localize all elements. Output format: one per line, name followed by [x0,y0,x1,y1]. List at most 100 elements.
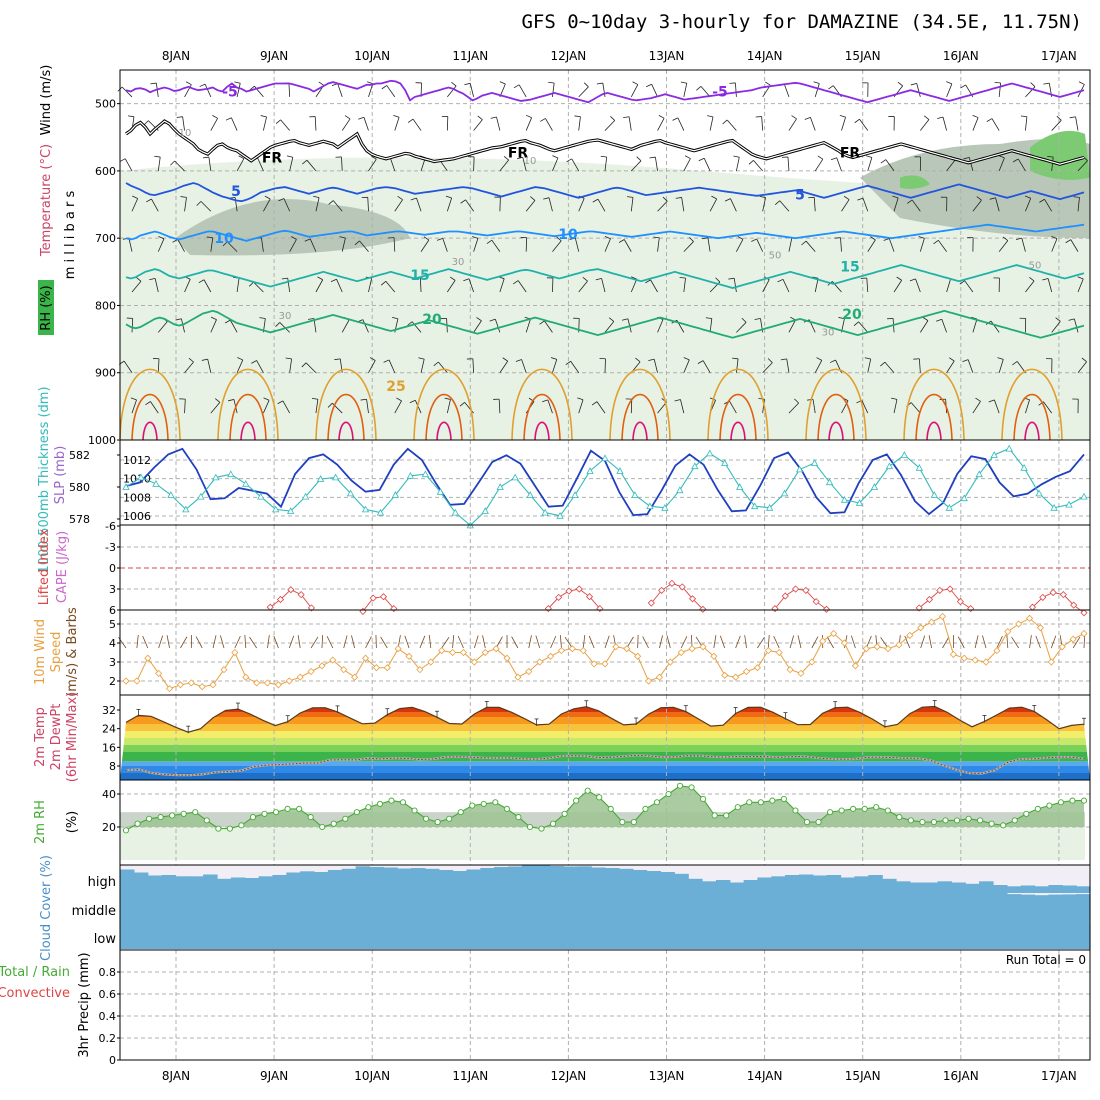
wind-barb [289,358,293,373]
wind-speed-point [231,648,239,657]
wind-barb [650,279,658,293]
wind-barb [210,118,218,131]
cloud-bar-high [951,882,966,890]
wind-barb [543,197,550,200]
wind-barb [858,321,869,333]
cloud-bar-low [397,922,412,949]
wind-barb [368,159,377,172]
wind-speed-point [1004,628,1012,636]
cloud-bar-mid [660,893,675,920]
wind-barb [200,201,212,212]
temp-bands [120,706,1090,780]
wind-speed-point [383,664,391,672]
cloud-bar-high [812,875,828,890]
wind-barb [388,359,396,373]
contour-label-fr: FR [840,146,861,162]
wind-barb-10m [982,635,987,649]
wind-speed-point [742,667,751,676]
wind-barb [592,198,599,203]
wind-barb [1025,280,1035,293]
wind-barb [813,81,820,84]
rh-point [365,804,372,811]
wind-barb [289,157,294,171]
cloud-bar-high [120,869,135,890]
wind-speed-point [416,666,424,674]
rh-point [884,807,891,814]
wind-speed-point [644,677,653,685]
thickness-point [885,462,894,470]
rh-point [480,800,487,807]
thickness-point [122,483,130,490]
wind-barb [263,198,271,212]
wind-barb [1042,278,1049,281]
wind-barb [513,84,520,89]
wind-speed-point [830,629,838,638]
wind-barb [736,239,744,252]
cloud-bar-high [1048,885,1063,890]
thk-tick-label: 582 [69,449,90,462]
wind-barb [517,280,527,293]
wind-barb [893,280,903,293]
cloud-bar-mid [452,893,468,920]
wind-barb [1069,116,1076,119]
wind-barb [994,81,1001,84]
wind-barb [256,360,264,373]
wind-speed-point [851,662,859,670]
rh-point [550,820,557,827]
cloud-bar-high [1034,886,1050,891]
wind-barb [735,157,740,171]
wind-barb [251,360,257,364]
wind-speed-point [253,679,261,687]
wind-barb [131,399,137,414]
wind-speed-point [198,683,206,691]
wind-barb-10m [288,635,295,649]
lifted-index-point [915,604,923,612]
cloud-bar-low [715,922,731,949]
cloud-bar-high [383,867,398,890]
wind-speed-point [906,631,914,639]
thickness-point [496,483,504,490]
wind-barb [994,399,1000,414]
rh-2m-panel: 40 20 [102,779,1091,866]
wind-barb [896,276,902,281]
rh-point [157,814,164,821]
cloud-bar-mid [314,893,329,920]
wind-speed-point [242,673,250,681]
rh-point [226,825,233,832]
y-tick-label: 0.2 [99,1032,117,1045]
wind-barb [578,86,589,98]
lifted-index-point [678,583,686,591]
wind-barb [705,317,712,319]
date-label-top: 11JAN [452,49,488,63]
isotherm-5 [125,309,1085,339]
thickness-point [316,475,325,482]
thickness-point [391,491,400,498]
wind-barb [857,197,864,201]
cloud-bar-mid [521,893,537,920]
wind-barb [1078,81,1085,85]
lifted-index-point [967,605,975,613]
cloud-bar-mid [868,893,883,920]
cloud-bar-high [799,874,814,890]
thickness-point [451,508,459,516]
wind-barb [814,278,819,293]
lifted-index-point [1039,593,1047,601]
isotherm-35 [926,421,942,441]
wind-barb [794,398,799,404]
wind-barb [184,279,191,293]
wind-barb [1075,116,1079,131]
wind-barb [459,402,465,407]
y-tick-label: 600 [95,165,116,178]
wind-speed-point [296,673,304,681]
wind-barb [741,317,747,323]
wind-barb [828,85,834,90]
wind-barb [231,117,238,131]
cloud-bar-high [979,881,994,891]
wind-barb [556,236,562,242]
wind-barb [596,401,606,414]
wind-barb [499,81,506,85]
wind-barb [946,360,955,373]
wind-barb [512,280,519,285]
wind-barb-10m [528,635,532,649]
rh-point [953,817,961,824]
